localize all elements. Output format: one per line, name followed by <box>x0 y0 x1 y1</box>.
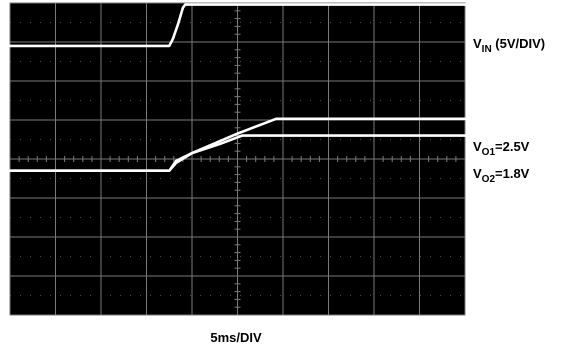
series-label-vo1: VO1=2.5V <box>473 139 530 158</box>
series-label-vo2: VO2=1.8V <box>473 166 530 185</box>
plot-border <box>9 2 466 316</box>
trace-vo2 <box>8 134 467 172</box>
trace-vin <box>8 3 467 48</box>
traces <box>8 3 467 172</box>
grid <box>9 2 466 316</box>
x-axis-label: 5ms/DIV <box>210 330 262 345</box>
series-label-vin: VIN (5V/DIV) <box>473 36 545 55</box>
